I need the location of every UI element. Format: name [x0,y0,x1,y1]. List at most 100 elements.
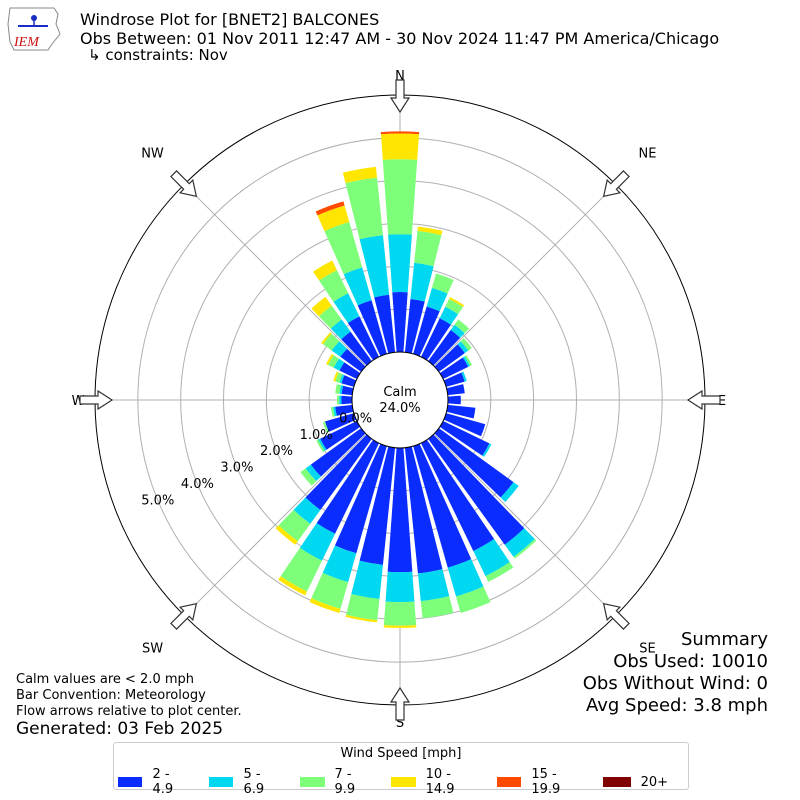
bar-segment-20-bin0 [413,306,440,357]
bar-segment-200-bin3 [309,598,341,614]
bar-segment-40-bin2 [454,319,470,334]
bar-segment-0-bin2 [382,159,418,235]
flow-arrow-shape [389,79,411,114]
calm-percent: 24.0% [379,401,420,416]
calm-circle [351,351,449,449]
radial-tick-label: 0.0% [339,411,372,426]
bar-segment-270-bin2 [337,395,340,405]
compass-label-e: E [718,394,726,409]
legend-item: 20+ [602,775,668,790]
bar-segment-70-bin0 [443,372,465,387]
bar-segment-50-bin1 [457,341,469,354]
bar-segment-250-bin0 [325,413,357,432]
bar-segment-240-bin1 [318,438,327,451]
bar-segment-210-bin0 [316,439,380,534]
bar-segment-340-bin2 [324,222,363,275]
bar-segment-30-bin3 [449,297,465,308]
bar-segment-60-bin2 [464,355,473,366]
flow-arrow-shape [170,602,198,630]
compass-label-se: SE [639,641,655,656]
legend-swatch [209,777,234,787]
bar-segment-210-bin3 [278,576,308,596]
legend-label: 15 - 19.9 [531,767,561,797]
bar-segment-30-bin0 [420,318,451,361]
iem-logo: IEM [7,7,61,51]
bar-segment-130-bin0 [434,428,514,498]
legend-swatch [300,777,325,787]
bar-segment-270-bin0 [341,395,353,405]
bar-segment-50-bin0 [434,344,465,372]
calm-note: Calm values are < 2.0 mph [16,672,195,687]
bar-segment-260-bin0 [335,404,354,416]
bar-segment-290-bin1 [339,374,345,384]
bar-segment-250-bin2 [322,421,329,433]
calm-label: Calm [383,385,416,400]
legend-items: 2 - 4.9 5 - 6.9 7 - 9.9 10 - 14.9 15 - 1… [118,767,688,797]
bar-segment-170-bin0 [404,446,443,574]
compass-label-ne: NE [639,147,657,162]
bar-segment-230-bin1 [305,464,321,482]
bar-segment-40-bin0 [428,329,461,366]
bar-segment-0-bin1 [388,234,412,293]
bar-segment-200-bin0 [334,443,387,554]
convention-note: Bar Convention: Meteorology [16,688,206,703]
bar-segment-340-bin3 [317,205,350,232]
legend-label: 2 - 4.9 [152,767,174,797]
legend-swatch [391,777,416,787]
compass-label-n: N [395,69,405,84]
flow-arrow-shape [602,602,630,630]
radial-tick-label: 5.0% [141,493,174,508]
bar-segment-290-bin2 [335,372,343,383]
flow-arrow-se [602,602,630,630]
bar-segment-0-bin4 [380,131,420,135]
flow-arrow-ne [602,170,630,198]
bar-segment-140-bin2 [513,539,537,559]
flow-arrow-n [389,79,411,114]
legend: Wind Speed [mph] 2 - 4.9 5 - 6.9 7 - 9.9… [113,742,689,797]
bar-segment-350-bin2 [345,177,383,240]
bar-segment-40-bin1 [450,324,465,338]
bar-segment-320-bin2 [318,305,342,329]
bar-segment-280-bin0 [341,385,354,396]
bar-segment-290-bin3 [333,371,339,382]
compass-label-nw: NW [141,147,164,162]
bar-segment-0-bin3 [380,133,420,160]
logo-text: IEM [13,35,40,50]
bar-segment-310-bin1 [331,341,348,357]
bar-segment-140-bin1 [504,528,535,557]
legend-item: 2 - 4.9 [118,767,189,797]
compass-label-s: S [396,716,404,731]
bar-segment-0-bin0 [392,292,408,353]
flow-arrow-shape [602,170,630,198]
bar-segment-350-bin1 [359,235,390,298]
summary-avg-speed: Avg Speed: 3.8 mph [586,695,768,716]
flow-arrow-shape [79,389,114,411]
bar-segment-190-bin0 [359,446,396,565]
bar-segment-240-bin2 [316,439,325,453]
summary-obs-used: Obs Used: 10010 [613,651,768,672]
bar-segment-110-bin0 [443,413,486,437]
bar-segment-150-bin1 [473,539,510,577]
bar-segment-170-bin1 [417,569,450,602]
grid-spoke [433,183,617,367]
legend-swatch [496,777,522,787]
bar-segment-160-bin0 [413,443,472,568]
bar-segment-20-bin1 [426,287,448,312]
legend-swatch [602,777,631,787]
radial-tick-label: 4.0% [181,477,214,492]
radial-tick-label: 1.0% [300,428,333,443]
flow-arrow-shape [389,686,411,721]
bar-segment-260-bin2 [330,406,335,417]
bar-segment-190-bin3 [345,614,378,623]
bar-segment-300-bin2 [327,355,339,368]
bar-segment-330-bin3 [313,260,337,281]
bar-segment-310-bin3 [321,332,332,345]
bar-segment-220-bin0 [305,434,372,511]
bar-segment-230-bin0 [310,428,366,477]
grid-spoke [183,183,367,367]
bar-segment-200-bin1 [322,545,357,583]
flow-arrow-w [79,389,114,411]
bar-segment-180-bin1 [385,571,415,603]
